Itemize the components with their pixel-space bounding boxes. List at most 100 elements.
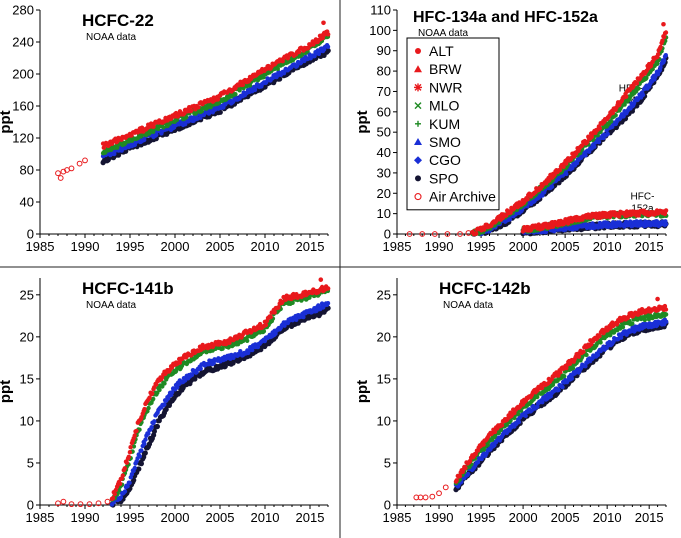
data-point	[576, 354, 581, 359]
data-point	[263, 322, 269, 328]
x-tick-label: 1995	[467, 239, 496, 254]
data-point	[149, 425, 154, 430]
data-point	[138, 461, 144, 467]
data-point	[132, 465, 137, 471]
y-tick-label: 5	[27, 455, 34, 470]
x-tick-label: 2000	[509, 239, 538, 254]
y-tick-label: 80	[377, 64, 391, 79]
x-tick-label: 1985	[383, 239, 412, 254]
data-point	[189, 108, 194, 113]
data-point	[117, 481, 123, 486]
data-point	[662, 34, 667, 40]
data-point	[655, 52, 661, 57]
x-tick-label: 2015	[296, 510, 325, 525]
data-point	[624, 94, 629, 99]
chart-title: HCFC-22	[82, 11, 154, 30]
data-point	[481, 442, 486, 447]
data-point	[134, 428, 139, 434]
data-point	[127, 480, 132, 485]
data-point	[663, 53, 668, 58]
data-point	[640, 92, 646, 98]
data-point	[525, 197, 530, 202]
x-tick-label: 1985	[26, 239, 55, 254]
series-air-archive	[55, 157, 88, 181]
data-point	[326, 32, 331, 37]
archive-point	[57, 175, 64, 181]
data-point	[240, 82, 246, 88]
data-point	[233, 92, 238, 97]
data-point	[325, 44, 331, 49]
y-tick-label: 160	[12, 99, 34, 114]
x-tick-label: 2005	[551, 239, 580, 254]
data-point	[664, 319, 669, 324]
data-point	[162, 381, 167, 386]
y-tick-label: 10	[377, 206, 391, 221]
y-axis-label: ppt	[354, 110, 371, 133]
data-point-peak	[321, 20, 326, 26]
data-point	[154, 423, 160, 430]
data-point	[454, 478, 459, 483]
data-point	[584, 352, 589, 358]
data-point	[661, 58, 667, 63]
data-point	[217, 109, 223, 115]
data-point	[137, 454, 142, 459]
legend-marker	[414, 83, 422, 92]
data-point	[549, 184, 555, 189]
data-point	[581, 349, 586, 354]
chart-title: HFC-134a and HFC-152a	[413, 9, 598, 26]
data-point	[463, 465, 468, 471]
data-point	[596, 139, 602, 145]
y-tick-label: 10	[377, 413, 391, 428]
data-point	[523, 413, 528, 418]
x-tick-label: 2015	[635, 510, 664, 525]
chart-subtitle: NOAA data	[86, 300, 136, 311]
x-tick-label: 1995	[116, 239, 145, 254]
data-point	[124, 460, 129, 465]
data-point	[142, 406, 147, 412]
data-point	[143, 437, 148, 442]
x-tick-label: 1990	[71, 510, 100, 525]
data-point	[540, 193, 545, 198]
archive-point	[60, 168, 67, 175]
legend-label: KUM	[429, 116, 460, 132]
data-point	[198, 366, 203, 371]
data-point	[146, 405, 151, 411]
data-point	[325, 301, 331, 306]
data-point	[142, 137, 147, 143]
y-tick-label: 200	[12, 67, 34, 82]
chart-subtitle: NOAA data	[86, 32, 136, 43]
data-point	[132, 433, 137, 438]
data-point	[326, 286, 331, 291]
data-point	[112, 491, 118, 497]
data-point	[215, 97, 221, 102]
data-point-peak	[661, 21, 666, 27]
data-point	[658, 65, 663, 70]
data-point	[247, 83, 253, 88]
data-point	[154, 132, 159, 137]
data-point	[272, 310, 277, 315]
archive-point	[76, 160, 83, 167]
y-tick-label: 50	[377, 125, 391, 140]
y-tick-label: 110	[370, 3, 391, 18]
legend-marker	[415, 175, 421, 182]
y-tick-label: 120	[12, 131, 34, 146]
data-point	[516, 419, 522, 425]
y-tick-label: 30	[377, 165, 391, 180]
y-tick-label: 80	[20, 163, 34, 178]
data-point	[563, 227, 568, 232]
y-tick-label: 5	[384, 455, 391, 470]
data-points	[469, 21, 669, 237]
archive-point	[68, 165, 75, 172]
data-point	[268, 314, 273, 320]
data-point	[558, 370, 563, 375]
x-tick-label: 2010	[251, 510, 280, 525]
data-point	[110, 495, 116, 501]
x-tick-label: 1990	[425, 239, 454, 254]
data-point	[644, 75, 649, 81]
data-point	[252, 87, 258, 93]
data-point	[543, 229, 549, 235]
x-tick-label: 1990	[425, 510, 454, 525]
data-point	[562, 374, 567, 379]
data-point	[663, 208, 669, 213]
chart-subtitle: NOAA data	[418, 28, 468, 39]
